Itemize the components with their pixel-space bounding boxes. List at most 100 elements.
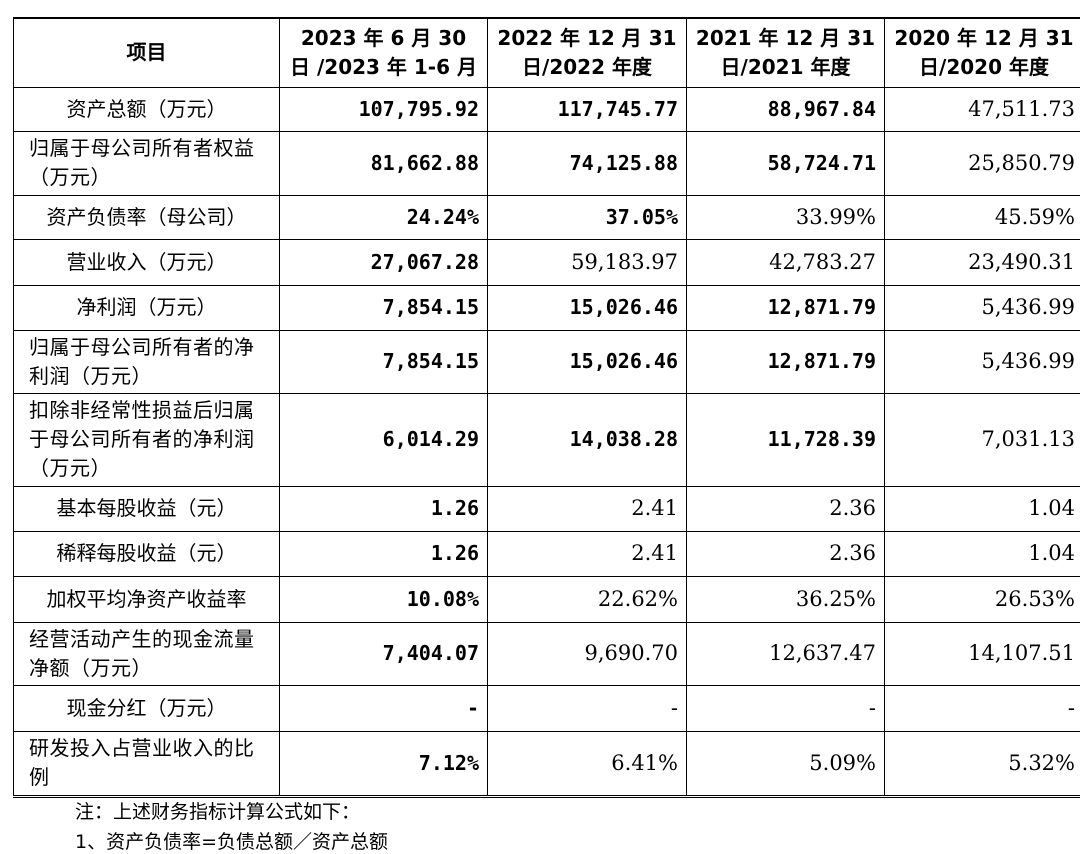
row-label-text: 稀释每股收益（元） [57, 541, 237, 565]
value-cell: 12,871.79 [687, 330, 885, 393]
value-cell: 9,690.70 [488, 622, 687, 685]
row-label: 研发投入占营业收入的比例 [14, 731, 280, 796]
value-cell: 25,850.79 [885, 131, 1080, 195]
value-cell: 6,014.29 [280, 393, 488, 486]
row-label-text: 研发投入占营业收入的比例 [29, 734, 264, 792]
value-cell: 88,967.84 [687, 87, 885, 131]
row-label-text: 资产总额（万元） [67, 97, 227, 121]
row-label: 净利润（万元） [14, 285, 280, 330]
row-label-text: 归属于母公司所有者权益（万元） [29, 134, 264, 192]
value-cell: 26.53% [885, 576, 1080, 622]
value-cell: 1.04 [885, 531, 1080, 576]
value-cell: 1.26 [280, 531, 488, 576]
value-cell: 42,783.27 [687, 239, 885, 285]
value-cell: 33.99% [687, 195, 885, 239]
value-cell: 27,067.28 [280, 239, 488, 285]
row-label: 加权平均净资产收益率 [14, 576, 280, 622]
header-2020: 2020 年 12 月 31 日/2020 年度 [885, 18, 1080, 87]
row-label: 归属于母公司所有者的净利润（万元） [14, 330, 280, 393]
value-cell: - [280, 685, 488, 731]
row-label: 经营活动产生的现金流量净额（万元） [14, 622, 280, 685]
financial-indicators-table: 项目 2023 年 6 月 30 日 /2023 年 1-6 月 2022 年 … [13, 17, 1080, 798]
row-label-text: 净利润（万元） [77, 295, 217, 319]
value-cell: 47,511.73 [885, 87, 1080, 131]
row-label: 现金分红（万元） [14, 685, 280, 731]
value-cell: 5,436.99 [885, 285, 1080, 330]
value-cell: 2.36 [687, 531, 885, 576]
footnote-title: 注：上述财务指标计算公式如下： [75, 800, 360, 824]
value-cell: 36.25% [687, 576, 885, 622]
table-row: 资产负债率（母公司） 24.24%37.05%33.99%45.59% [14, 195, 1080, 239]
table-row: 加权平均净资产收益率 10.08%22.62%36.25%26.53% [14, 576, 1080, 622]
value-cell: 5.32% [885, 731, 1080, 796]
value-cell: 12,871.79 [687, 285, 885, 330]
value-cell: 107,795.92 [280, 87, 488, 131]
row-label-text: 现金分红（万元） [67, 696, 227, 720]
row-label: 归属于母公司所有者权益（万元） [14, 131, 280, 195]
value-cell: 7,854.15 [280, 330, 488, 393]
value-cell: 15,026.46 [488, 285, 687, 330]
table-header-row: 项目 2023 年 6 月 30 日 /2023 年 1-6 月 2022 年 … [14, 18, 1080, 87]
value-cell: 58,724.71 [687, 131, 885, 195]
value-cell: - [687, 685, 885, 731]
row-label-text: 营业收入（万元） [67, 250, 227, 274]
header-2023h1: 2023 年 6 月 30 日 /2023 年 1-6 月 [280, 18, 488, 87]
footnote-line-1: 1、资产负债率=负债总额／资产总额 [75, 830, 388, 854]
value-cell: 5.09% [687, 731, 885, 796]
value-cell: - [885, 685, 1080, 731]
row-label-text: 扣除非经常性损益后归属于母公司所有者的净利润（万元） [29, 396, 264, 483]
value-cell: 15,026.46 [488, 330, 687, 393]
table-row: 研发投入占营业收入的比例 7.12%6.41%5.09%5.32% [14, 731, 1080, 796]
value-cell: 11,728.39 [687, 393, 885, 486]
row-label: 营业收入（万元） [14, 239, 280, 285]
value-cell: 2.41 [488, 486, 687, 531]
value-cell: 6.41% [488, 731, 687, 796]
header-item: 项目 [14, 18, 280, 87]
value-cell: 7,854.15 [280, 285, 488, 330]
value-cell: 10.08% [280, 576, 488, 622]
value-cell: - [488, 685, 687, 731]
row-label: 扣除非经常性损益后归属于母公司所有者的净利润（万元） [14, 393, 280, 486]
value-cell: 1.26 [280, 486, 488, 531]
row-label-text: 基本每股收益（元） [57, 496, 237, 520]
row-label: 资产负债率（母公司） [14, 195, 280, 239]
value-cell: 2.41 [488, 531, 687, 576]
row-label-text: 经营活动产生的现金流量净额（万元） [29, 625, 264, 683]
row-label-text: 归属于母公司所有者的净利润（万元） [29, 333, 264, 391]
row-label: 基本每股收益（元） [14, 486, 280, 531]
header-2022: 2022 年 12 月 31 日/2022 年度 [488, 18, 687, 87]
row-label-text: 加权平均净资产收益率 [47, 587, 247, 611]
value-cell: 12,637.47 [687, 622, 885, 685]
value-cell: 22.62% [488, 576, 687, 622]
value-cell: 117,745.77 [488, 87, 687, 131]
row-label-text: 资产负债率（母公司） [47, 205, 247, 229]
value-cell: 1.04 [885, 486, 1080, 531]
value-cell: 45.59% [885, 195, 1080, 239]
header-2021: 2021 年 12 月 31 日/2021 年度 [687, 18, 885, 87]
value-cell: 23,490.31 [885, 239, 1080, 285]
value-cell: 5,436.99 [885, 330, 1080, 393]
row-label: 稀释每股收益（元） [14, 531, 280, 576]
value-cell: 14,107.51 [885, 622, 1080, 685]
value-cell: 2.36 [687, 486, 885, 531]
value-cell: 81,662.88 [280, 131, 488, 195]
value-cell: 74,125.88 [488, 131, 687, 195]
table-row: 现金分红（万元）---- [14, 685, 1080, 731]
row-label: 资产总额（万元） [14, 87, 280, 131]
value-cell: 7.12% [280, 731, 488, 796]
value-cell: 7,031.13 [885, 393, 1080, 486]
value-cell: 24.24% [280, 195, 488, 239]
value-cell: 59,183.97 [488, 239, 687, 285]
value-cell: 37.05% [488, 195, 687, 239]
value-cell: 7,404.07 [280, 622, 488, 685]
value-cell: 14,038.28 [488, 393, 687, 486]
